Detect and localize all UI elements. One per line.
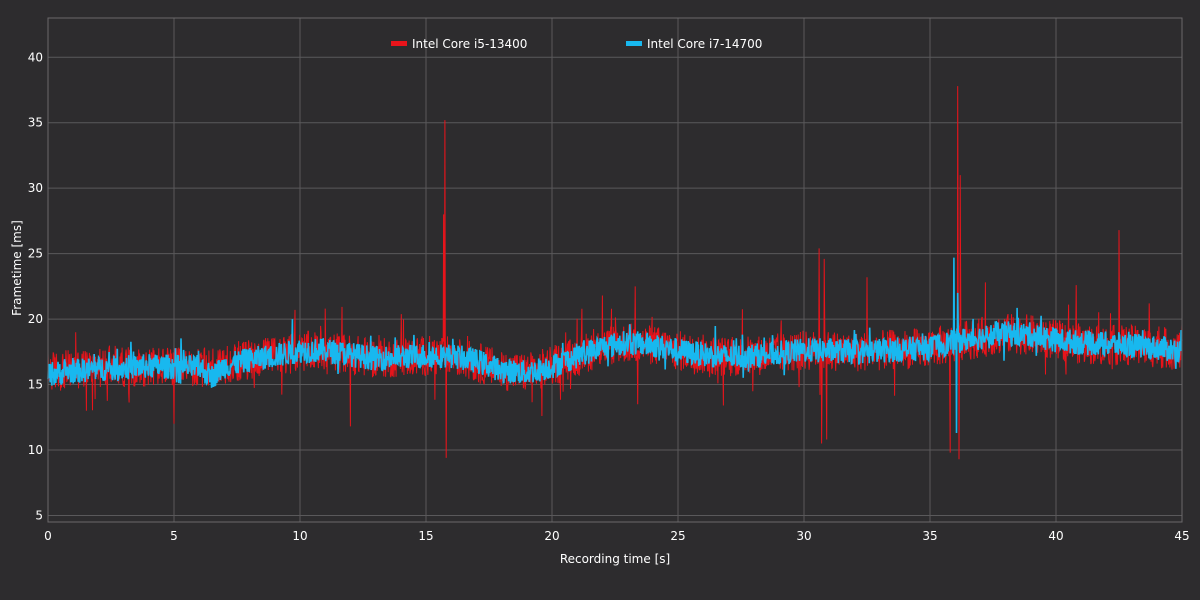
y-tick-20: 20	[28, 312, 43, 326]
x-tick-5: 5	[170, 529, 178, 543]
y-tick-35: 35	[28, 116, 43, 130]
y-tick-40: 40	[28, 50, 43, 64]
y-tick-labels: 5 10 15 20 25 30 35 40	[28, 50, 43, 522]
legend-swatch-i5	[391, 41, 407, 46]
series-layer	[47, 86, 1183, 460]
legend-swatch-i7	[626, 41, 642, 46]
x-axis-title: Recording time [s]	[560, 552, 670, 566]
x-tick-10: 10	[292, 529, 307, 543]
legend-label-i5: Intel Core i5-13400	[412, 37, 527, 51]
y-tick-10: 10	[28, 443, 43, 457]
x-tick-0: 0	[44, 529, 52, 543]
x-tick-40: 40	[1048, 529, 1063, 543]
x-tick-15: 15	[418, 529, 433, 543]
legend-label-i7: Intel Core i7-14700	[647, 37, 762, 51]
legend-item-i5[interactable]: Intel Core i5-13400	[391, 37, 527, 51]
legend-item-i7[interactable]: Intel Core i7-14700	[626, 37, 762, 51]
y-tick-5: 5	[35, 508, 43, 522]
plot-frame	[47, 17, 1183, 523]
x-tick-20: 20	[544, 529, 559, 543]
y-axis-title: Frametime [ms]	[10, 220, 24, 316]
grid	[47, 18, 1183, 522]
legend[interactable]: Intel Core i5-13400 Intel Core i7-14700	[391, 37, 762, 51]
x-tick-45: 45	[1174, 529, 1189, 543]
x-tick-35: 35	[922, 529, 937, 543]
x-tick-30: 30	[796, 529, 811, 543]
y-tick-30: 30	[28, 181, 43, 195]
y-tick-25: 25	[28, 247, 43, 261]
x-tick-labels: 0 5 10 15 20 25 30 35 40 45	[44, 529, 1189, 543]
series-line-i5-13400	[47, 86, 1183, 460]
x-tick-25: 25	[670, 529, 685, 543]
series-line-i7-14700	[47, 257, 1183, 434]
y-tick-15: 15	[28, 378, 43, 392]
